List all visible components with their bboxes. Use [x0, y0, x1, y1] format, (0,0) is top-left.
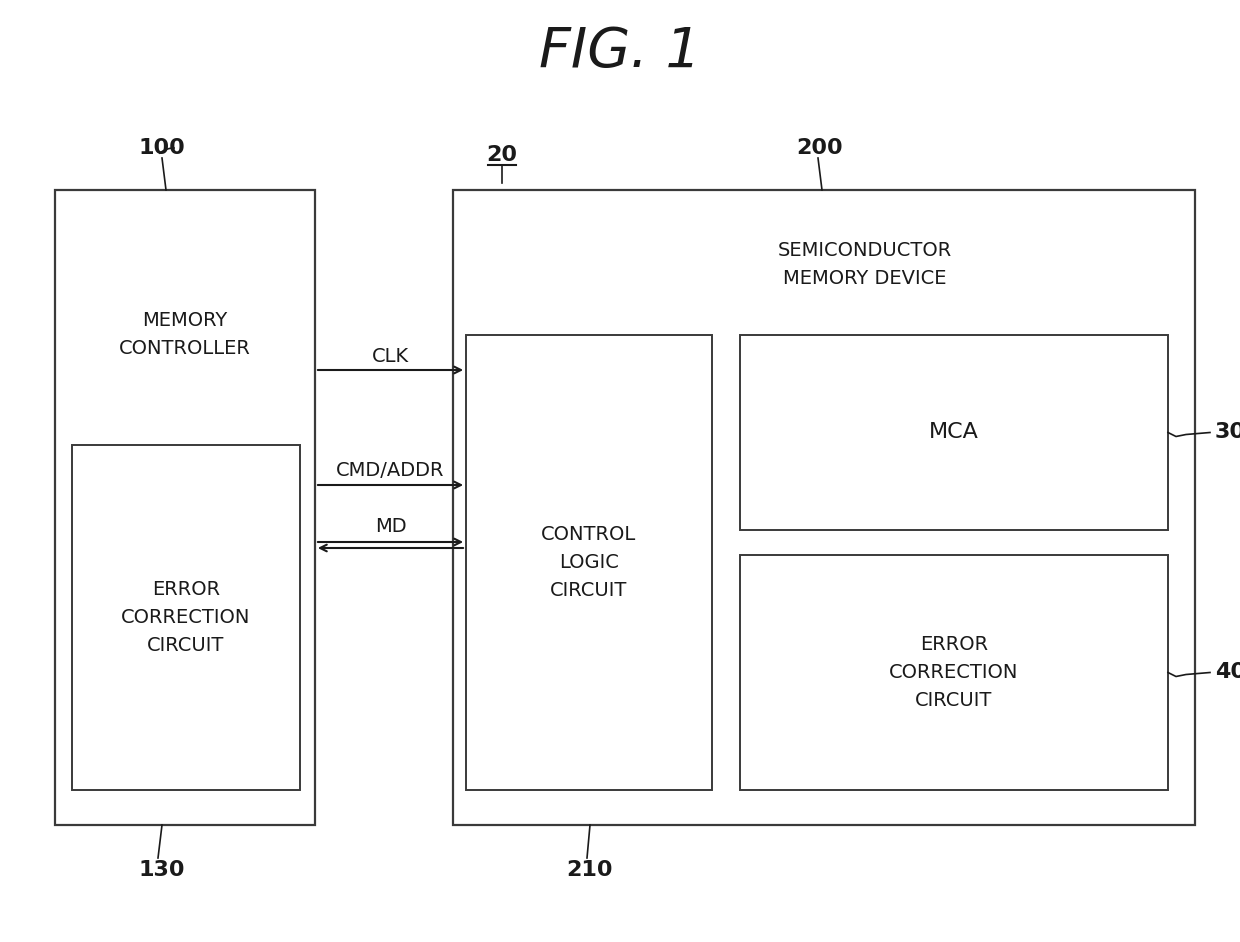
Text: MEMORY
CONTROLLER: MEMORY CONTROLLER — [119, 312, 250, 359]
Bar — [453, 190, 1195, 825]
Bar — [466, 335, 712, 790]
Text: SEMICONDUCTOR
MEMORY DEVICE: SEMICONDUCTOR MEMORY DEVICE — [777, 241, 952, 288]
Text: ERROR
CORRECTION
CIRCUIT: ERROR CORRECTION CIRCUIT — [889, 635, 1019, 710]
Text: 300: 300 — [1215, 423, 1240, 443]
Text: ERROR
CORRECTION
CIRCUIT: ERROR CORRECTION CIRCUIT — [122, 580, 250, 655]
Text: 400: 400 — [1215, 662, 1240, 683]
Text: MCA: MCA — [929, 423, 978, 443]
Text: MD: MD — [374, 517, 407, 537]
Text: CONTROL
LOGIC
CIRCUIT: CONTROL LOGIC CIRCUIT — [542, 525, 636, 600]
Text: 210: 210 — [567, 860, 614, 880]
Bar — [740, 335, 1168, 530]
Bar — [740, 555, 1168, 790]
Text: 200: 200 — [796, 138, 843, 158]
Text: 20: 20 — [486, 145, 517, 165]
Text: FIG. 1: FIG. 1 — [539, 25, 701, 78]
Text: CLK: CLK — [372, 347, 409, 365]
Text: 130: 130 — [139, 860, 185, 880]
Bar — [55, 190, 315, 825]
Text: CMD/ADDR: CMD/ADDR — [336, 462, 445, 480]
Bar — [72, 445, 300, 790]
Text: 100: 100 — [139, 138, 185, 158]
